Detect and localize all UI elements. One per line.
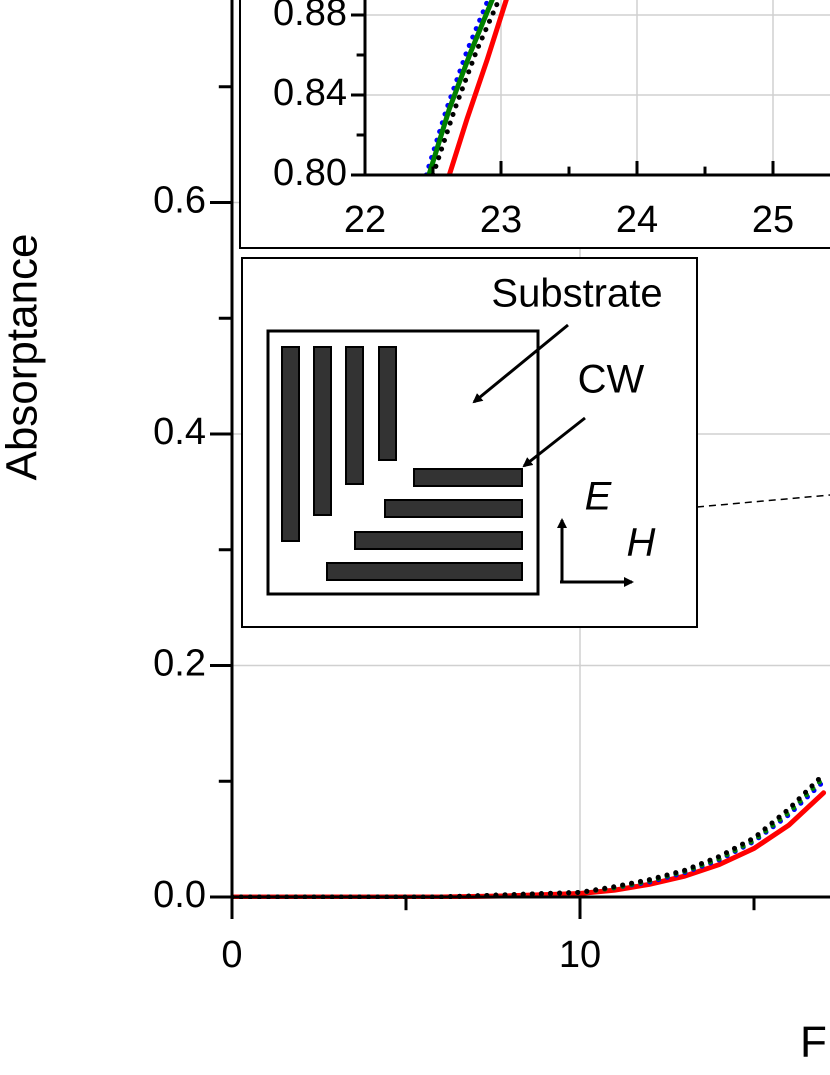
- arrow: [522, 416, 586, 468]
- y-tick-label: 0.4: [153, 411, 206, 453]
- y-tick-label: 0.80: [273, 152, 347, 194]
- series-line: [423, 0, 491, 176]
- wire: [378, 346, 397, 461]
- y-tick-label: 0.84: [273, 72, 347, 114]
- inset-frame: [239, 0, 830, 249]
- series-line: [430, 0, 502, 176]
- series-line: [232, 771, 827, 899]
- leader-line: [696, 494, 830, 508]
- y-tick-label: 0.88: [273, 0, 347, 34]
- x-tick-label: 24: [616, 199, 658, 241]
- y-tick-label: 0.6: [153, 180, 206, 222]
- series-line: [232, 775, 827, 899]
- substrate: [266, 329, 540, 596]
- wires: [281, 346, 523, 581]
- structure-diagram: Substrate CW E H: [241, 257, 830, 628]
- series-line: [426, 0, 495, 176]
- x-tick-label: 10: [559, 934, 601, 976]
- wire: [326, 562, 523, 581]
- arrow: [472, 323, 569, 404]
- wire: [384, 499, 523, 518]
- e-label: E: [585, 475, 613, 519]
- series-line: [232, 790, 827, 899]
- substrate-label: Substrate: [491, 272, 662, 316]
- x-axis-label: F: [800, 1018, 827, 1067]
- series: [423, 0, 509, 176]
- y-axis-label: Absorptance: [0, 233, 47, 480]
- x-tick-label: 25: [752, 199, 794, 241]
- inset-plot: 22 23 24 25 0.80 0.84 0.88: [239, 0, 830, 249]
- series-line: [232, 778, 827, 899]
- cw-label: CW: [578, 358, 645, 402]
- series: [232, 771, 827, 899]
- wire: [313, 346, 332, 516]
- y-tick-label: 0.0: [153, 874, 206, 916]
- h-label: H: [627, 521, 656, 565]
- y-tick-label: 0.2: [153, 643, 206, 685]
- wire: [345, 346, 364, 485]
- x-tick-label: 23: [480, 199, 522, 241]
- x-tick-label: 0: [221, 934, 242, 976]
- series-line: [446, 0, 509, 176]
- wire: [354, 531, 523, 550]
- wire: [413, 468, 523, 487]
- wire: [281, 346, 300, 542]
- x-tick-label: 22: [344, 199, 386, 241]
